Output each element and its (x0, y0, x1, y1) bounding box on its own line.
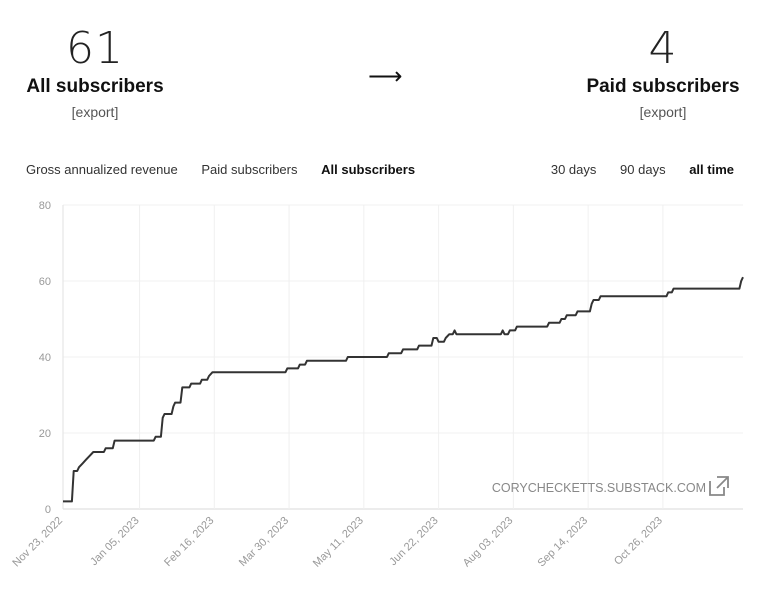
x-axis-ticks: Nov 23, 2022 Jan 05, 2023 Feb 16, 2023 Mar … (10, 515, 665, 570)
tab-all-subscribers[interactable]: All subscribers (321, 162, 416, 177)
x-tick-label: Jun 22, 2023 (387, 515, 440, 568)
y-tick-label: 0 (45, 504, 51, 516)
paid-subscribers-count: 4 (648, 23, 678, 74)
tab-30-days[interactable]: 30 days (550, 162, 597, 177)
tab-paid-subscribers[interactable]: Paid subscribers (201, 162, 298, 177)
y-tick-label: 60 (39, 276, 51, 288)
range-tabs: 30 days 90 days all time (531, 162, 734, 177)
all-subscribers-label: All subscribers (26, 76, 164, 97)
y-tick-label: 20 (39, 428, 51, 440)
all-subscribers-count: 61 (66, 23, 124, 74)
y-axis-ticks: 0 20 40 60 80 (39, 200, 51, 516)
all-subscribers-stat: 61 All subscribers [export] (0, 23, 190, 121)
watermark-text[interactable]: CORYCHECKETTS.SUBSTACK.COM (492, 481, 706, 495)
subscribers-chart: 0 20 40 60 80 Nov 23, 2022 Jan 05, 2023 Feb 16… (10, 200, 744, 570)
tab-all-time[interactable]: all time (689, 162, 734, 177)
y-tick-label: 80 (39, 200, 51, 212)
tab-90-days[interactable]: 90 days (620, 162, 666, 177)
x-tick-label: Mar 30, 2023 (237, 515, 291, 569)
series-line (63, 276, 744, 503)
export-paid-subscribers-link[interactable]: [export] (639, 104, 687, 120)
y-tick-label: 40 (39, 352, 51, 364)
x-tick-label: Sep 14, 2023 (535, 515, 590, 570)
x-tick-label: May 11, 2023 (311, 515, 366, 570)
export-all-subscribers-link[interactable]: [export] (71, 104, 119, 120)
x-tick-label: Oct 26, 2023 (612, 515, 665, 568)
x-tick-label: Jan 05, 2023 (88, 515, 141, 568)
metric-tabs: Gross annualized revenue Paid subscriber… (26, 162, 435, 177)
external-link-icon[interactable] (709, 476, 729, 496)
x-tick-label: Aug 03, 2023 (461, 515, 516, 570)
arrow-right-icon: ⟶ (368, 63, 403, 90)
x-tick-label: Nov 23, 2022 (10, 515, 65, 570)
chart-grid (62, 204, 743, 510)
paid-subscribers-label: Paid subscribers (586, 76, 740, 97)
paid-subscribers-stat: 4 Paid subscribers [export] (568, 23, 758, 121)
tab-gross-annualized-revenue[interactable]: Gross annualized revenue (26, 162, 178, 177)
x-tick-label: Feb 16, 2023 (162, 515, 216, 569)
